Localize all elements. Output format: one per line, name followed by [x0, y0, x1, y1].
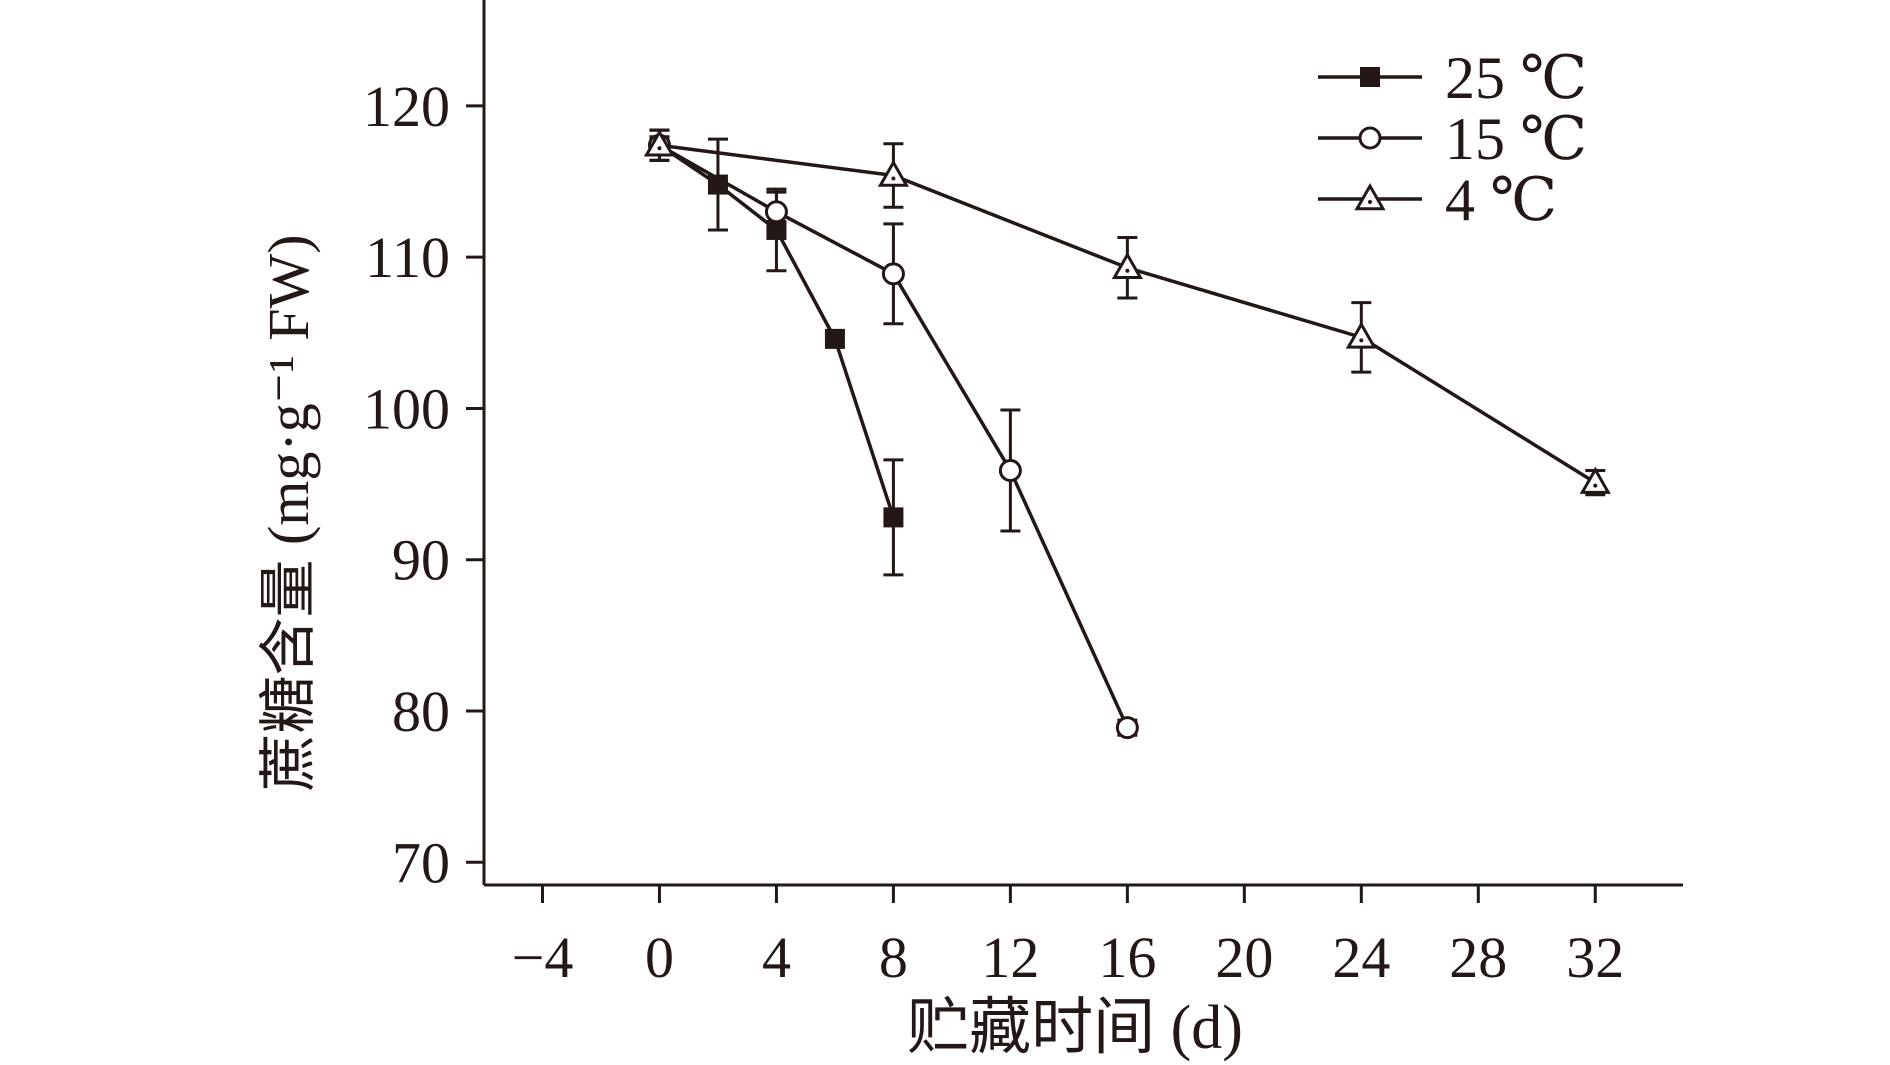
- marker-triangle-dot: [1359, 338, 1364, 343]
- y-axis-ticks: 70 80 90 100 110 120: [363, 74, 484, 895]
- marker-triangle-dot: [1125, 268, 1130, 273]
- legend-label: 4 ℃: [1445, 167, 1557, 233]
- marker-triangle: [1111, 251, 1143, 280]
- legend-item-3: 4 ℃: [1318, 167, 1557, 233]
- marker-triangle: [1354, 182, 1386, 211]
- axes: [482, 0, 1683, 887]
- marker-square: [883, 507, 904, 528]
- marker-triangle-dot: [891, 176, 896, 181]
- x-tick-label: 0: [645, 925, 674, 990]
- marker-circle: [998, 458, 1022, 482]
- marker-triangle-dot: [1593, 483, 1598, 488]
- marker-square: [1360, 67, 1380, 87]
- x-tick-label: −4: [512, 925, 574, 990]
- marker-circle: [1358, 126, 1382, 150]
- y-tick-label: 70: [392, 830, 450, 895]
- y-tick-label: 90: [392, 528, 450, 593]
- y-axis-label: 蔗糖含量 (mg·g⁻¹ FW): [256, 234, 321, 791]
- legend-label: 15 ℃: [1445, 106, 1587, 172]
- y-tick-label: 120: [363, 74, 450, 139]
- x-axis-label: 贮藏时间 (d): [907, 994, 1243, 1062]
- x-tick-label: 24: [1332, 925, 1390, 990]
- legend-label: 25 ℃: [1445, 45, 1587, 111]
- marker-triangle-dot: [1368, 200, 1372, 204]
- y-tick-label: 80: [392, 679, 450, 744]
- y-tick-label: 100: [363, 376, 450, 441]
- marker-triangle-dot: [657, 146, 662, 151]
- legend-item-1: 25 ℃: [1318, 45, 1587, 111]
- x-tick-label: 4: [762, 925, 791, 990]
- marker-triangle: [1345, 321, 1377, 349]
- legend: 25 ℃15 ℃4 ℃: [1318, 45, 1587, 233]
- marker-circle: [1115, 716, 1139, 740]
- x-tick-label: 28: [1449, 925, 1507, 990]
- marker-square: [824, 328, 845, 349]
- marker-triangle: [643, 129, 676, 157]
- x-tick-label: 32: [1566, 925, 1624, 990]
- x-axis-ticks: −4 0 4 8 12 16 20 24 28 32: [512, 885, 1624, 990]
- legend-item-2: 15 ℃: [1318, 106, 1587, 172]
- marker-triangle: [877, 159, 909, 187]
- series-layer: [643, 128, 1611, 740]
- x-tick-label: 8: [879, 925, 908, 990]
- marker-circle: [881, 262, 905, 286]
- marker-triangle: [1579, 466, 1611, 494]
- x-tick-label: 20: [1215, 925, 1273, 990]
- marker-circle: [764, 200, 788, 224]
- series-3: [643, 128, 1611, 497]
- series-2: [647, 128, 1139, 740]
- x-tick-label: 16: [1098, 925, 1156, 990]
- x-tick-label: 12: [981, 925, 1039, 990]
- y-tick-label: 110: [365, 225, 450, 290]
